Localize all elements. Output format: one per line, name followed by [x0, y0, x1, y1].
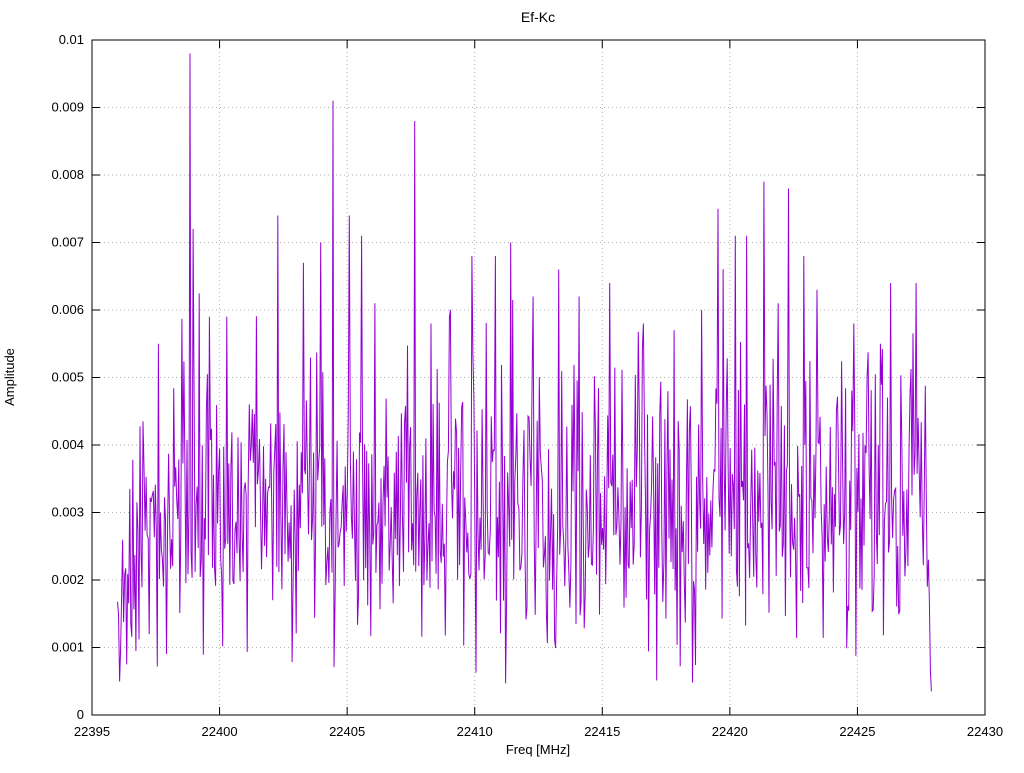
y-tick-label: 0.005 [51, 370, 84, 385]
y-tick-label: 0.004 [51, 437, 84, 452]
x-tick-label: 22430 [967, 724, 1003, 739]
y-tick-label: 0.01 [59, 32, 84, 47]
grid-lines [91, 39, 986, 716]
x-tick-label: 22420 [712, 724, 748, 739]
y-tick-label: 0.007 [51, 235, 84, 250]
y-tick-label: 0.002 [51, 572, 84, 587]
x-tick-label: 22415 [584, 724, 620, 739]
y-tick-label: 0 [77, 707, 84, 722]
x-tick-label: 22400 [201, 724, 237, 739]
y-tick-label: 0.006 [51, 302, 84, 317]
y-tick-label: 0.008 [51, 167, 84, 182]
x-axis-label: Freq [MHz] [506, 742, 570, 757]
chart-title: Ef-Kc [521, 9, 555, 25]
x-tick-label: 22425 [839, 724, 875, 739]
tick-labels: 22395 22400 22405 22410 22415 22420 22425 22430… [51, 32, 1003, 739]
plot-frame [91, 39, 986, 716]
x-tick-label: 22410 [457, 724, 493, 739]
x-tick-label: 22405 [329, 724, 365, 739]
y-tick-label: 0.001 [51, 640, 84, 655]
y-axis-label: Amplitude [2, 348, 17, 406]
x-tick-label: 22395 [74, 724, 110, 739]
y-tick-label: 0.009 [51, 100, 84, 115]
y-tick-label: 0.003 [51, 505, 84, 520]
data-series [117, 53, 932, 692]
